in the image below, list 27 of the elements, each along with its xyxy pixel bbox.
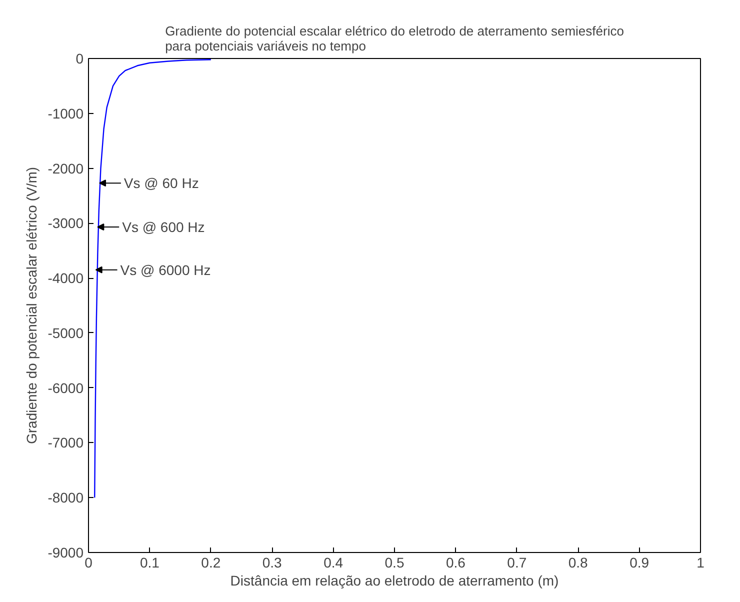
annotation: Vs @ 600 Hz <box>122 219 205 236</box>
x-tick-label: 0.3 <box>262 554 282 570</box>
x-tick-label: 1 <box>696 554 705 570</box>
y-tick-label: -9000 <box>48 544 84 560</box>
x-tick-label: 0.2 <box>201 554 221 570</box>
y-axis-title: Gradiente do potencial escalar elétrico (V/m) <box>24 166 40 444</box>
x-tick-label: 0.9 <box>630 554 650 570</box>
annotation: Vs @ 6000 Hz <box>120 262 211 278</box>
y-tick-label: -1000 <box>48 105 84 122</box>
y-tick-label: -2000 <box>48 160 84 176</box>
y-tick-label: -4000 <box>48 270 84 286</box>
y-tick-label: 0 <box>76 50 84 66</box>
x-tick-label: 0.4 <box>324 554 344 570</box>
x-tick-label: 0.5 <box>384 554 404 570</box>
annotation: Vs @ 60 Hz <box>124 175 199 192</box>
y-tick-label: -5000 <box>48 324 84 341</box>
x-tick-label: 0.7 <box>507 554 527 570</box>
y-tick-label: -3000 <box>48 215 84 232</box>
line-series <box>94 59 212 498</box>
y-tick-label: -8000 <box>48 490 84 506</box>
chart-title: Gradiente do potencial escalar elétrico do eletrodo de aterramento semiesférico para potenciais variáveis no tempo <box>165 24 624 54</box>
x-tick-label: 0.6 <box>446 554 466 570</box>
x-tick-label: 0.1 <box>140 554 160 570</box>
y-tick-label: -6000 <box>48 380 84 396</box>
x-tick-label: 0.8 <box>568 554 588 570</box>
y-tick-label: -7000 <box>48 434 84 451</box>
x-axis-title: Distância em relação ao eletrodo de aterramento (m) <box>230 572 559 588</box>
